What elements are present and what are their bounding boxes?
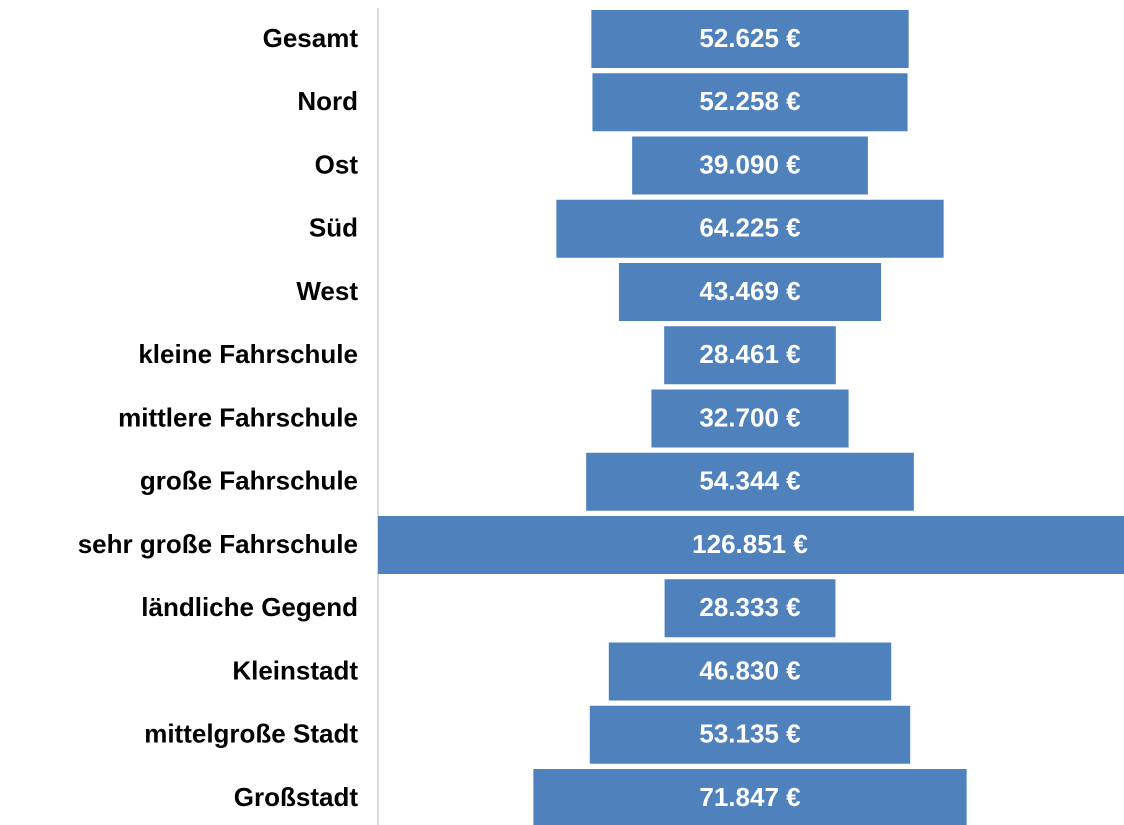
value-label: 52.258 € <box>699 86 800 116</box>
bar <box>378 516 1124 574</box>
bar <box>632 136 868 195</box>
value-label: 71.847 € <box>699 782 800 812</box>
bar <box>664 326 836 385</box>
bar <box>591 10 909 68</box>
category-label: Großstadt <box>234 782 359 812</box>
value-label: 64.225 € <box>699 213 800 243</box>
category-label: mittelgroße Stadt <box>144 719 358 749</box>
bar <box>586 452 914 511</box>
bar <box>589 705 911 764</box>
category-label: Nord <box>297 86 358 116</box>
bar <box>608 642 892 701</box>
bars <box>378 10 1124 825</box>
value-label: 53.135 € <box>699 719 800 749</box>
bar <box>533 769 967 825</box>
bar <box>618 263 882 321</box>
category-label: Kleinstadt <box>232 655 358 685</box>
value-label: 28.461 € <box>699 339 800 369</box>
category-label: ländliche Gegend <box>141 592 358 622</box>
category-label: große Fahrschule <box>140 466 358 496</box>
value-label: 52.625 € <box>699 23 800 53</box>
category-label: kleine Fahrschule <box>138 339 358 369</box>
value-label: 28.333 € <box>699 592 800 622</box>
value-label: 32.700 € <box>699 402 800 432</box>
category-label: mittlere Fahrschule <box>118 402 358 432</box>
value-label: 43.469 € <box>699 276 800 306</box>
bar <box>592 73 908 132</box>
bar <box>556 199 944 258</box>
value-label: 126.851 € <box>692 529 808 559</box>
category-label: Ost <box>315 149 359 179</box>
category-label: Süd <box>309 213 358 243</box>
value-label: 46.830 € <box>699 655 800 685</box>
value-label: 39.090 € <box>699 149 800 179</box>
bar <box>664 579 836 638</box>
category-label: sehr große Fahrschule <box>78 529 358 559</box>
category-label: Gesamt <box>263 23 359 53</box>
value-label: 54.344 € <box>699 466 800 496</box>
bar <box>651 389 849 448</box>
category-label: West <box>296 276 358 306</box>
